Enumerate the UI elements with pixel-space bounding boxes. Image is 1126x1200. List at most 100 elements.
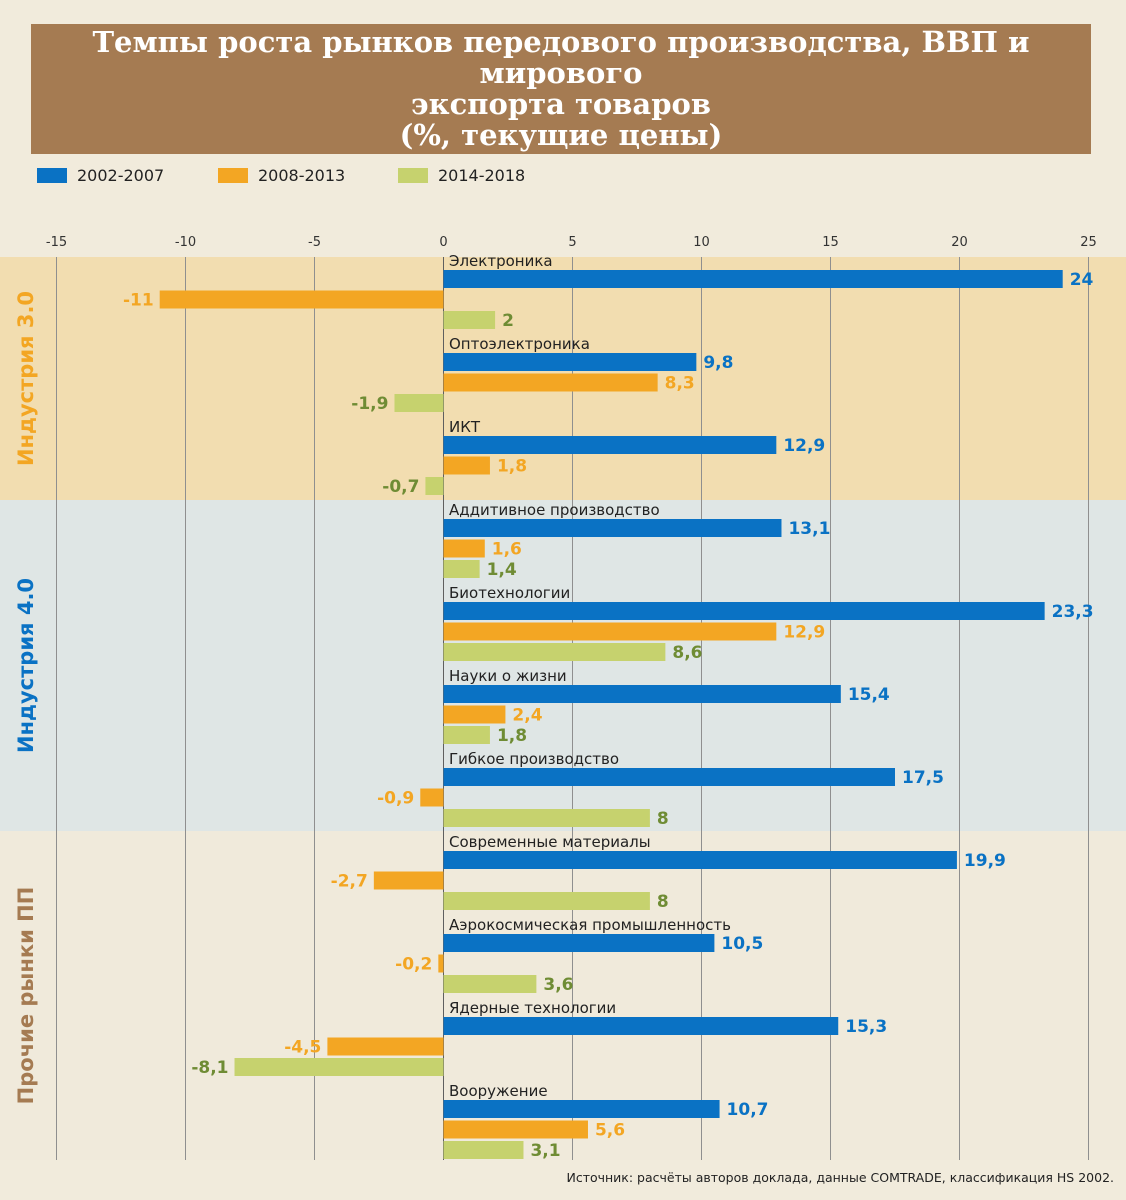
- bar-гибкое-производство-2008-2013: [420, 788, 444, 807]
- bar-оптоэлектроника-2014-2018: [394, 394, 444, 412]
- category-label-биотехнологии: Биотехнологии: [449, 584, 570, 602]
- x-tick-label-5: 5: [568, 235, 576, 250]
- value-label-электроника-2002-2007: 24: [1070, 270, 1094, 290]
- category-label-аддитивное-производство: Аддитивное производство: [449, 501, 660, 519]
- value-label-вооружение-2008-2013: 5,6: [595, 1121, 625, 1141]
- bar-современные-материалы-2008-2013: [373, 871, 444, 890]
- value-label-икт-2002-2007: 12,9: [783, 436, 825, 456]
- value-label-аэрокосмическая-промышленность-2014-2018: 3,6: [543, 975, 573, 995]
- value-label-аэрокосмическая-промышленность-2002-2007: 10,5: [721, 934, 763, 954]
- legend-label-2008-2013: 2008-2013: [258, 166, 346, 185]
- bar-аддитивное-производство-2002-2007: [443, 519, 782, 537]
- bar-науки-о-жизни-2008-2013: [443, 705, 506, 724]
- value-label-гибкое-производство-2008-2013: -0,9: [377, 789, 414, 809]
- bar-вооружение-2014-2018: [443, 1141, 524, 1159]
- value-label-оптоэлектроника-2014-2018: -1,9: [351, 394, 388, 414]
- bar-науки-о-жизни-2002-2007: [443, 685, 841, 703]
- bar-аддитивное-производство-2014-2018: [443, 560, 480, 578]
- bar-ядерные-технологии-2002-2007: [443, 1017, 839, 1035]
- value-label-современные-материалы-2002-2007: 19,9: [964, 851, 1006, 871]
- bar-оптоэлектроника-2008-2013: [443, 373, 658, 392]
- value-label-аддитивное-производство-2008-2013: 1,6: [492, 540, 522, 560]
- bar-икт-2002-2007: [443, 436, 777, 454]
- value-label-оптоэлектроника-2002-2007: 9,8: [703, 353, 733, 373]
- bar-икт-2008-2013: [443, 456, 490, 475]
- bar-аэрокосмическая-промышленность-2002-2007: [443, 934, 715, 952]
- bar-биотехнологии-2008-2013: [443, 622, 777, 641]
- x-tick-label-10: 10: [693, 235, 710, 250]
- category-label-икт: ИКТ: [449, 418, 481, 436]
- x-tick-label--15: -15: [46, 235, 67, 250]
- group-label-2: Индустрия 4.0: [14, 578, 38, 753]
- bar-электроника-2008-2013: [159, 290, 444, 309]
- bar-гибкое-производство-2014-2018: [443, 809, 650, 827]
- bar-гибкое-производство-2002-2007: [443, 768, 895, 786]
- bar-аэрокосмическая-промышленность-2014-2018: [443, 975, 537, 993]
- bar-электроника-2002-2007: [443, 270, 1063, 288]
- value-label-ядерные-технологии-2002-2007: 15,3: [845, 1017, 887, 1037]
- x-tick-label--10: -10: [175, 235, 196, 250]
- value-label-биотехнологии-2002-2007: 23,3: [1052, 602, 1094, 622]
- bar-аддитивное-производство-2008-2013: [443, 539, 485, 558]
- legend-swatch-2014-2018: [398, 168, 428, 183]
- group-label-3: Прочие рынки ПП: [14, 887, 38, 1105]
- value-label-гибкое-производство-2014-2018: 8: [657, 809, 669, 829]
- legend-label-2014-2018: 2014-2018: [438, 166, 526, 185]
- category-label-науки-о-жизни: Науки о жизни: [449, 667, 567, 685]
- bar-электроника-2014-2018: [443, 311, 496, 329]
- chart-title-line-1: Темпы роста рынков передового производст…: [92, 25, 1030, 90]
- value-label-ядерные-технологии-2008-2013: -4,5: [284, 1038, 321, 1058]
- legend-swatch-2008-2013: [218, 168, 248, 183]
- value-label-биотехнологии-2014-2018: 8,6: [672, 643, 702, 663]
- x-tick-label-0: 0: [439, 235, 447, 250]
- x-tick-label--5: -5: [308, 235, 321, 250]
- value-label-науки-о-жизни-2014-2018: 1,8: [497, 726, 527, 746]
- value-label-науки-о-жизни-2008-2013: 2,4: [512, 706, 542, 726]
- value-label-электроника-2008-2013: -11: [123, 291, 154, 311]
- value-label-биотехнологии-2008-2013: 12,9: [783, 623, 825, 643]
- bar-оптоэлектроника-2002-2007: [443, 353, 697, 371]
- value-label-аддитивное-производство-2014-2018: 1,4: [487, 560, 517, 580]
- chart-title-line-2: экспорта товаров: [411, 87, 711, 121]
- category-label-гибкое-производство: Гибкое производство: [449, 750, 619, 768]
- category-label-электроника: Электроника: [449, 252, 553, 270]
- category-label-современные-материалы: Современные материалы: [449, 833, 651, 851]
- bar-вооружение-2008-2013: [443, 1120, 588, 1139]
- source-note: Источник: расчёты авторов доклада, данны…: [566, 1170, 1114, 1185]
- bar-ядерные-технологии-2008-2013: [327, 1037, 444, 1056]
- category-label-оптоэлектроника: Оптоэлектроника: [449, 335, 590, 353]
- value-label-аэрокосмическая-промышленность-2008-2013: -0,2: [395, 955, 432, 975]
- value-label-современные-материалы-2008-2013: -2,7: [331, 872, 368, 892]
- x-tick-label-20: 20: [951, 235, 968, 250]
- chart-title-banner: Темпы роста рынков передового производст…: [31, 24, 1091, 154]
- category-label-вооружение: Вооружение: [449, 1082, 548, 1100]
- value-label-вооружение-2002-2007: 10,7: [727, 1100, 769, 1120]
- legend-item-2008-2013: 2008-2013: [218, 166, 345, 185]
- bar-науки-о-жизни-2014-2018: [443, 726, 490, 744]
- value-label-гибкое-производство-2002-2007: 17,5: [902, 768, 944, 788]
- value-label-икт-2008-2013: 1,8: [497, 457, 527, 477]
- value-label-икт-2014-2018: -0,7: [382, 477, 419, 497]
- legend-label-2002-2007: 2002-2007: [77, 166, 165, 185]
- value-label-ядерные-технологии-2014-2018: -8,1: [191, 1058, 228, 1078]
- bar-биотехнологии-2002-2007: [443, 602, 1045, 620]
- bar-биотехнологии-2014-2018: [443, 643, 666, 661]
- bar-ядерные-технологии-2014-2018: [234, 1058, 444, 1076]
- legend-item-2002-2007: 2002-2007: [37, 166, 164, 185]
- value-label-современные-материалы-2014-2018: 8: [657, 892, 669, 912]
- x-tick-label-15: 15: [822, 235, 839, 250]
- legend-swatch-2002-2007: [37, 168, 67, 183]
- value-label-вооружение-2014-2018: 3,1: [530, 1141, 560, 1161]
- category-label-аэрокосмическая-промышленность: Аэрокосмическая промышленность: [449, 916, 731, 934]
- value-label-науки-о-жизни-2002-2007: 15,4: [848, 685, 890, 705]
- chart-title-line-3: (%, текущие цены): [399, 118, 723, 152]
- bar-икт-2014-2018: [425, 477, 444, 495]
- group-label-1: Индустрия 3.0: [14, 291, 38, 466]
- value-label-электроника-2014-2018: 2: [502, 311, 514, 331]
- bar-вооружение-2002-2007: [443, 1100, 720, 1118]
- category-label-ядерные-технологии: Ядерные технологии: [449, 999, 616, 1017]
- x-tick-label-25: 25: [1080, 235, 1097, 250]
- value-label-оптоэлектроника-2008-2013: 8,3: [665, 374, 695, 394]
- legend-item-2014-2018: 2014-2018: [398, 166, 525, 185]
